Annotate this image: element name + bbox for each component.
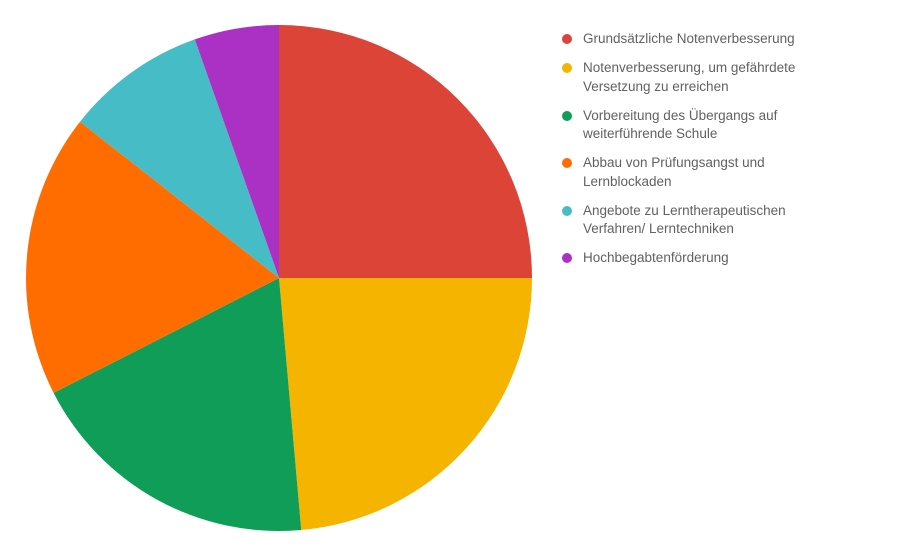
legend-label: Angebote zu Lerntherapeutischen Verfahren… [583, 202, 786, 237]
legend-marker-icon [562, 253, 572, 263]
legend-label: Abbau von Prüfungsangst und Lernblockaden [583, 155, 765, 189]
legend-marker-icon [562, 110, 572, 121]
legend-item-1: Grundsätzliche Notenverbesserung [562, 30, 892, 49]
legend-marker-icon [562, 205, 572, 216]
legend-label: Grundsätzliche Notenverbesserung [583, 31, 795, 46]
pie-slice-6[interactable] [194, 24, 279, 278]
chart-legend: Grundsätzliche Notenverbesserung Notenver… [562, 30, 892, 278]
legend-marker-icon [562, 158, 572, 168]
legend-marker-icon [562, 34, 572, 44]
legend-marker-icon [562, 63, 572, 73]
legend-label: Vorbereitung des Übergangs auf weiterführ… [583, 107, 778, 142]
legend-item-4: Abbau von Prüfungsangst und Lernblockaden [562, 154, 892, 191]
pie-slice-3[interactable] [53, 278, 302, 531]
legend-label: Hochbegabtenförderung [583, 250, 729, 265]
legend-item-6: Hochbegabtenförderung [562, 249, 892, 268]
pie-slice-2[interactable] [279, 278, 532, 531]
legend-item-3: Vorbereitung des Übergangs auf weiterführ… [562, 107, 892, 144]
legend-item-2: Notenverbesserung, um gefährdete Versetzu… [562, 59, 892, 96]
pie-slice-4[interactable] [26, 121, 280, 393]
legend-label: Notenverbesserung, um gefährdete Versetzu… [583, 60, 796, 94]
pie-slice-5[interactable] [80, 39, 279, 278]
pie-slice-1[interactable] [279, 25, 532, 278]
legend-item-5: Angebote zu Lerntherapeutischen Verfahren… [562, 202, 892, 239]
